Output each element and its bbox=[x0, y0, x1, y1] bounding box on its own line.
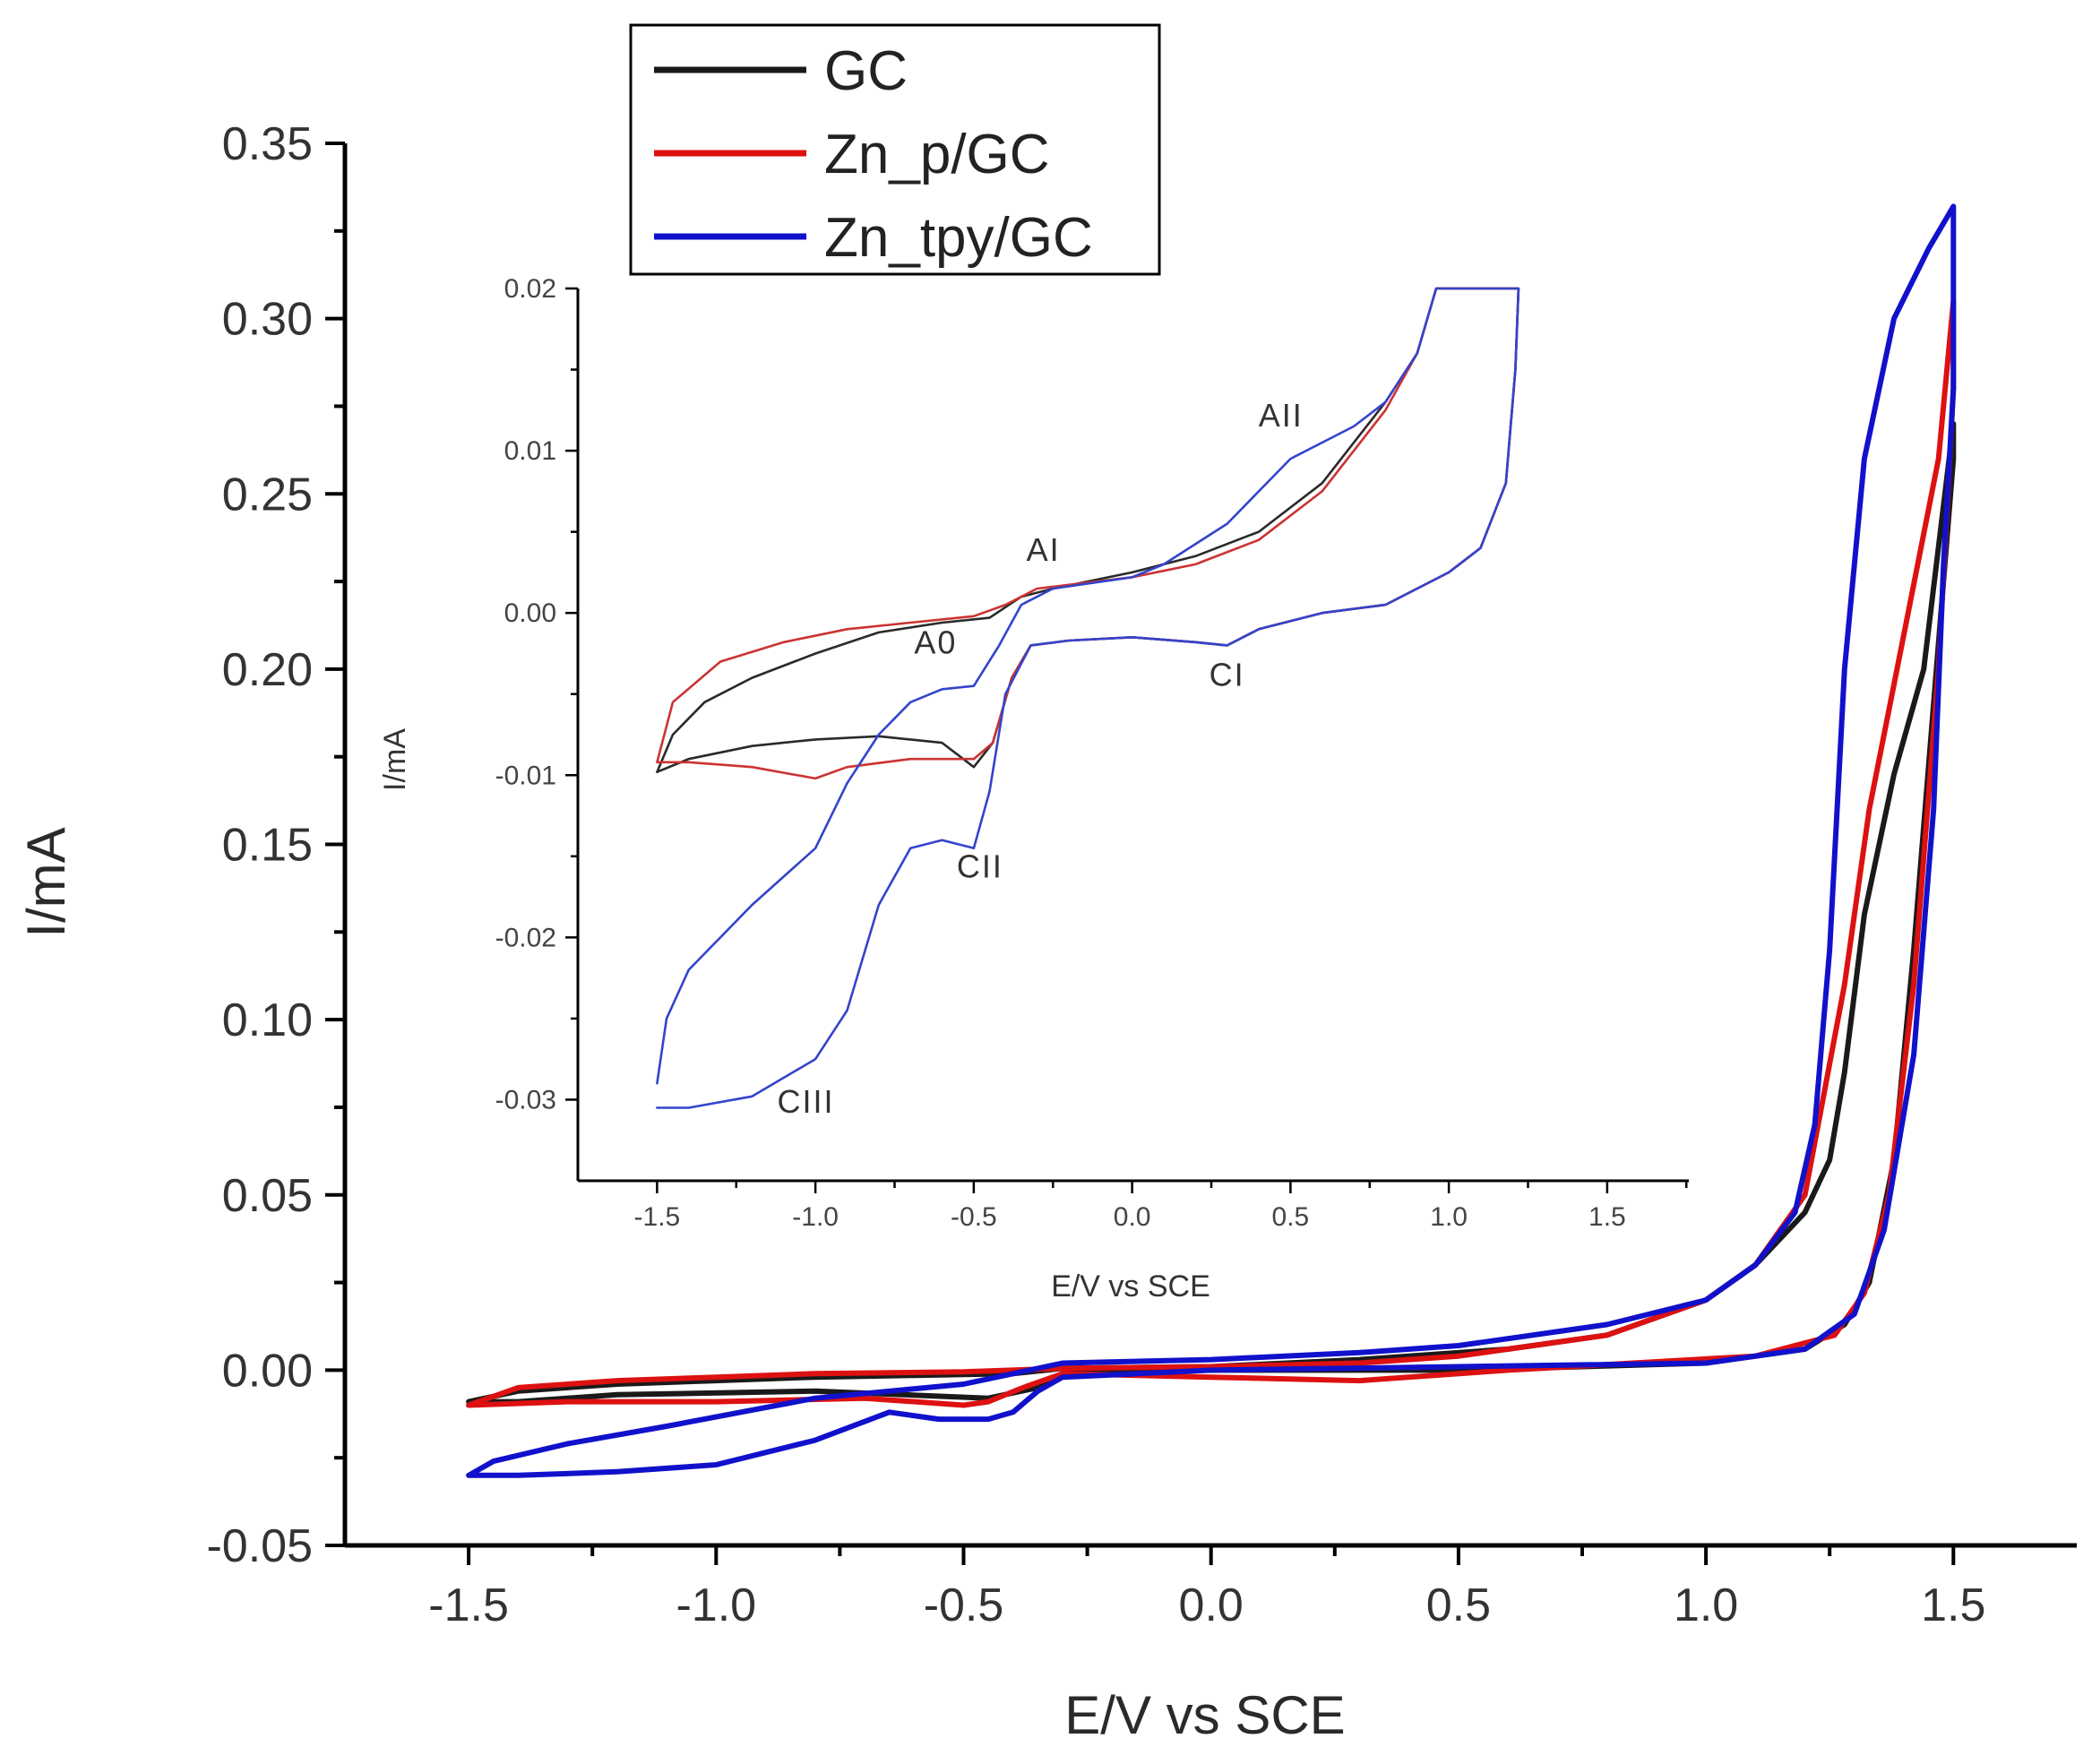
main-series-line-zn-p-gc bbox=[466, 298, 1957, 1408]
inset-annotation-a0: A0 bbox=[914, 624, 957, 660]
inset-y-tick-label: 0.00 bbox=[504, 598, 556, 628]
main-y-tick-label: 0.00 bbox=[222, 1345, 313, 1397]
legend-box bbox=[629, 23, 1161, 276]
inset-y-tick-label: -0.02 bbox=[495, 923, 556, 952]
main-y-tick-label: -0.05 bbox=[206, 1520, 313, 1572]
main-x-axis-title: E/V vs SCE bbox=[1064, 1685, 1345, 1745]
legend-label-gc: GC bbox=[824, 40, 908, 102]
main-y-tick-label: 0.15 bbox=[222, 820, 313, 872]
legend: GC Zn_p/GC Zn_tpy/GC bbox=[629, 23, 1161, 276]
main-y-tick-label: 0.35 bbox=[222, 118, 313, 170]
main-y-tick-label: 0.05 bbox=[222, 1170, 313, 1222]
legend-label-zn-p-gc: Zn_p/GC bbox=[824, 124, 1050, 185]
main-x-tick-label: -0.5 bbox=[924, 1579, 1004, 1631]
inset-x-tick-label: 1.0 bbox=[1430, 1202, 1468, 1232]
inset-y-tick-label: -0.03 bbox=[495, 1085, 556, 1114]
inset-y-tick-label: -0.01 bbox=[495, 761, 556, 790]
main-y-tick-label: 0.25 bbox=[222, 469, 313, 521]
inset-x-tick-label: 0.5 bbox=[1272, 1202, 1310, 1232]
inset-y-tick-label: 0.02 bbox=[504, 274, 556, 304]
inset-x-axis-title: E/V vs SCE bbox=[1051, 1269, 1210, 1304]
inset-annotation-ci: CI bbox=[1210, 657, 1245, 693]
main-y-tick-label: 0.20 bbox=[222, 644, 313, 696]
main-series-line-gc bbox=[466, 421, 1957, 1405]
inset-annotation-ai: AI bbox=[1027, 531, 1061, 568]
inset-x-tick-label: -1.5 bbox=[634, 1202, 681, 1232]
inset-y-tick-label: 0.01 bbox=[504, 436, 556, 466]
legend-label-zn-tpy-gc: Zn_tpy/GC bbox=[824, 207, 1093, 269]
inset-x-tick-label: 0.0 bbox=[1114, 1202, 1151, 1232]
inset-plot: -0.03 -0.02 -0.01 0.00 0.01 0.02 -1.5 -1.0 -0.5 0… bbox=[378, 274, 1689, 1304]
inset-x-tick-label: -1.0 bbox=[792, 1202, 839, 1232]
main-x-tick-label: -1.0 bbox=[676, 1579, 756, 1631]
inset-series-line-zn-tpy-gc bbox=[656, 287, 1520, 1109]
inset-x-tick-label: 1.5 bbox=[1588, 1202, 1626, 1232]
main-plot: -0.05 0.00 0.05 0.10 0.15 0.20 0.25 0.30 0.35 -1.… bbox=[16, 118, 2077, 1745]
inset-y-axis-title: I/mA bbox=[378, 728, 412, 791]
main-x-tick-label: -1.5 bbox=[428, 1579, 509, 1631]
main-y-tick-label: 0.30 bbox=[222, 294, 313, 346]
inset-annotation-aii: AII bbox=[1259, 397, 1304, 434]
main-x-tick-label: 1.0 bbox=[1674, 1579, 1738, 1631]
inset-series-line-gc bbox=[656, 287, 1520, 773]
main-x-tick-label: 0.0 bbox=[1179, 1579, 1244, 1631]
main-y-axis-title: I/mA bbox=[16, 827, 76, 937]
inset-annotation-ciii: CIII bbox=[778, 1083, 835, 1120]
main-series-line-zn-tpy-gc bbox=[466, 203, 1957, 1478]
main-y-tick-label: 0.10 bbox=[222, 994, 313, 1046]
inset-annotation-cii: CII bbox=[957, 848, 1003, 884]
inset-x-tick-label: -0.5 bbox=[951, 1202, 997, 1232]
main-x-tick-label: 0.5 bbox=[1426, 1579, 1491, 1631]
inset-series-line-zn-p-gc bbox=[656, 287, 1520, 780]
main-x-tick-label: 1.5 bbox=[1921, 1579, 1985, 1631]
